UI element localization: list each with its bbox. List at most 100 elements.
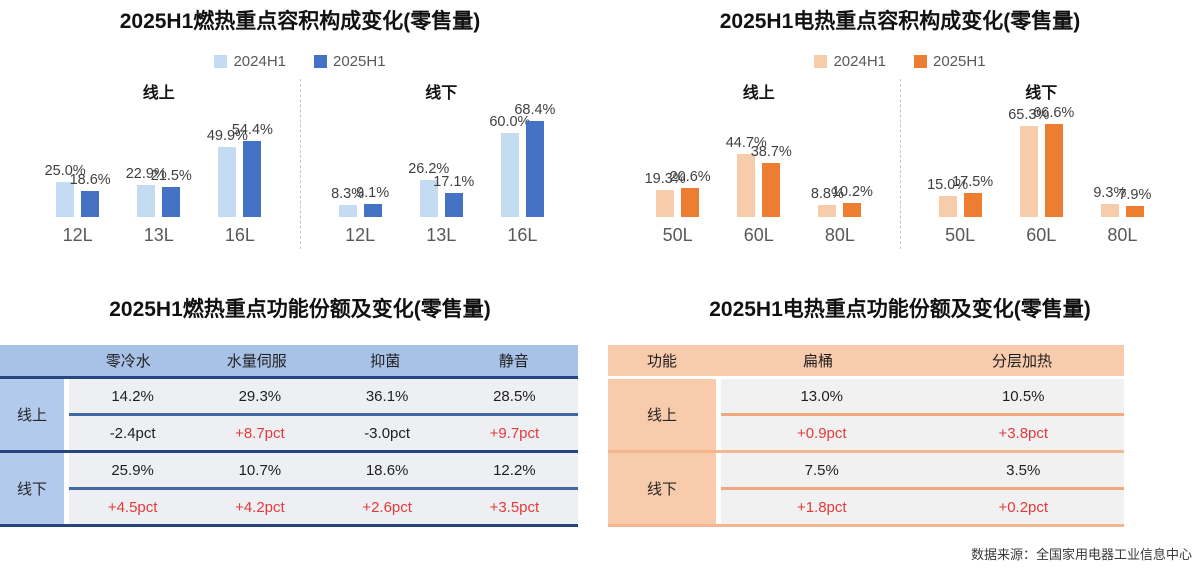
row-label: 线上 (0, 379, 64, 450)
bar-2025H1: 54.4% (232, 122, 273, 217)
category-label: 13L (426, 225, 457, 245)
bar-pair: 8.3% 9.1% (331, 101, 389, 217)
legend-swatch (314, 54, 327, 68)
change-cell: +0.2pct (922, 490, 1124, 524)
bar-value-label: 21.5% (150, 167, 192, 184)
gas-volume-bar-chart: 线上 25.0% 18.6% 12L 22.9% 21.5% 13L 49.9% 54.4% 16… (0, 79, 600, 249)
change-cell: -3.0pct (323, 416, 451, 450)
bar-2025H1: 38.7% (751, 144, 792, 217)
bar-cluster: 19.3% 20.6% 50L (645, 101, 711, 249)
row-label: 线上 (608, 379, 716, 450)
bar-value-label: 68.4% (514, 102, 556, 119)
change-cell: +1.8pct (721, 490, 923, 524)
column-header: 零冷水 (105, 353, 151, 370)
change-cell: +3.8pct (922, 416, 1124, 450)
bar-pair: 19.3% 20.6% (645, 101, 711, 217)
gas-volume-chart-panel: 2025H1燃热重点容积构成变化(零售量) 2024H1 2025H1 线上 25.… (0, 0, 600, 288)
bar-cluster: 9.3% 7.9% 80L (1093, 101, 1151, 249)
bar-2024H1: 9.3% (1093, 185, 1126, 217)
bar-2024H1: 8.3% (331, 186, 364, 217)
category-label: 16L (224, 225, 255, 245)
bar-clusters: 8.3% 9.1% 12L 26.2% 17.1% 13L 60.0% 68.4% 16L (301, 101, 583, 249)
category-label: 12L (62, 225, 93, 245)
gas-function-table: 零冷水 水量伺服 抑菌 静音线上 14.2% 29.3% 36.1% 28.5% -2.4pct… (0, 345, 578, 527)
bar-value-label: 19.3% (644, 171, 686, 187)
bar-2025H1: 20.6% (670, 169, 711, 217)
table-row-group: 线上 13.0% 10.5% +0.9pct +3.8pct (608, 379, 1124, 450)
share-cell: 12.2% (450, 453, 578, 487)
category-label: 60L (743, 225, 774, 245)
bar-2024H1: 60.0% (489, 114, 530, 217)
bar-2024H1: 22.9% (126, 166, 167, 217)
bar-2025H1: 10.2% (832, 184, 873, 217)
bar-cluster: 49.9% 54.4% 16L (207, 101, 273, 249)
bar-2024H1: 19.3% (645, 171, 686, 217)
bar-value-label: 38.7% (750, 143, 792, 160)
change-cell: -2.4pct (69, 416, 197, 450)
column-header: 水量伺服 (226, 353, 287, 370)
bar-pair: 26.2% 17.1% (408, 101, 474, 217)
bar-value-label: 9.1% (356, 185, 390, 202)
legend-item: 2025H1 (914, 52, 986, 70)
share-cell: 10.5% (922, 379, 1124, 413)
report-grid: 2025H1燃热重点容积构成变化(零售量) 2024H1 2025H1 线上 25.… (0, 0, 1200, 540)
change-cell: +3.5pct (450, 490, 578, 524)
label-gap (716, 379, 721, 450)
chart-group: 线下 15.0% 17.5% 50L 65.3% 66.6% 60L 9.3% 7.9% 80L (899, 79, 1183, 249)
bar-value-label: 66.6% (1033, 104, 1075, 121)
bar-cluster: 22.9% 21.5% 13L (126, 101, 192, 249)
gas-function-table-panel: 2025H1燃热重点功能份额及变化(零售量) 零冷水 水量伺服 抑菌 静音线上 14.2… (0, 288, 600, 540)
bar-pair: 22.9% 21.5% (126, 101, 192, 217)
category-label: 80L (1107, 225, 1138, 245)
bar-2024H1: 25.0% (45, 163, 86, 217)
bar-2025H1: 21.5% (151, 168, 192, 217)
bar-value-label: 10.2% (831, 183, 873, 200)
category-label: 13L (143, 225, 174, 245)
bar-cluster: 60.0% 68.4% 16L (489, 101, 555, 249)
legend-swatch (914, 54, 927, 68)
bar-cluster: 8.8% 10.2% 80L (811, 101, 873, 249)
bar-value-label: 17.1% (433, 174, 475, 191)
subrow-separator (721, 487, 1124, 490)
share-cell: 25.9% (69, 453, 197, 487)
legend-item: 2025H1 (314, 52, 386, 70)
bar-clusters: 19.3% 20.6% 50L 44.7% 38.7% 60L 8.8% 10.2% 80L (618, 101, 900, 249)
table-header-row: 功能 扁桶 分层加热 (608, 345, 1124, 376)
electric-function-table: 功能 扁桶 分层加热 线上 13.0% 10.5% +0.9pct +3.8pct 线下 7.5%… (608, 345, 1124, 527)
group-label: 线下 (425, 85, 458, 102)
bar-value-label: 26.2% (408, 161, 450, 178)
bar-2025H1: 9.1% (356, 185, 389, 217)
change-cell: +8.7pct (196, 416, 324, 450)
electric-volume-bar-chart: 线上 19.3% 20.6% 50L 44.7% 38.7% 60L 8.8% 10.2% 80L… (600, 79, 1200, 249)
group-separator (608, 450, 1124, 453)
column-header: 扁桶 (802, 353, 833, 370)
bar-pair: 15.0% 17.5% (927, 101, 993, 217)
bar-value-label: 65.3% (1008, 106, 1050, 123)
gas-volume-chart-title: 2025H1燃热重点容积构成变化(零售量) (119, 10, 481, 33)
label-gap (64, 453, 69, 524)
share-cell: 14.2% (69, 379, 197, 413)
change-cell: +9.7pct (450, 416, 578, 450)
column-header: 抑菌 (370, 353, 401, 370)
gas-function-table-title: 2025H1燃热重点功能份额及变化(零售量) (109, 298, 491, 321)
bar-value-label: 9.3% (1093, 185, 1127, 201)
label-gap (716, 453, 721, 524)
column-header: 静音 (498, 353, 529, 370)
bar-2025H1: 68.4% (514, 102, 555, 217)
bar-2025H1: 17.5% (952, 174, 993, 217)
bar-cluster: 44.7% 38.7% 60L (726, 101, 792, 249)
bar-value-label: 20.6% (669, 169, 711, 186)
category-label: 60L (1026, 225, 1057, 245)
table-row-group: 线上 14.2% 29.3% 36.1% 28.5% -2.4pct +8.7pct -3.0… (0, 379, 578, 450)
change-cell: +2.6pct (323, 490, 451, 524)
table-bottom-border (0, 524, 578, 527)
bar-value-label: 54.4% (231, 121, 273, 138)
change-cell: +4.2pct (196, 490, 324, 524)
bar-2024H1: 26.2% (408, 161, 449, 217)
bar-value-label: 18.6% (69, 172, 111, 188)
bar-2024H1: 65.3% (1008, 107, 1049, 217)
bar-cluster: 65.3% 66.6% 60L (1008, 101, 1074, 249)
bar-value-label: 49.9% (206, 128, 248, 145)
bar-pair: 8.8% 10.2% (811, 101, 873, 217)
header-separator (608, 376, 1124, 379)
